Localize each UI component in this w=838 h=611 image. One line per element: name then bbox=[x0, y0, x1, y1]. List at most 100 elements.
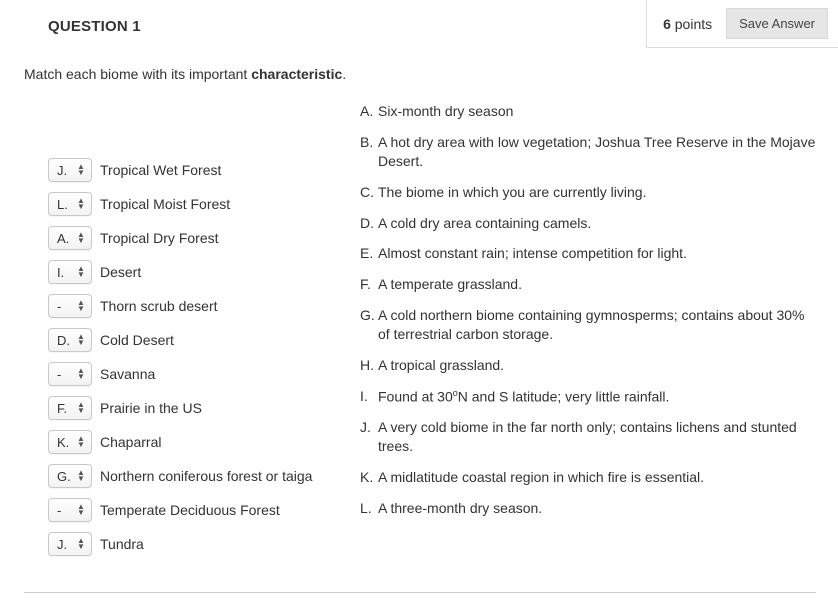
answer-row: D.A cold dry area containing camels. bbox=[360, 214, 816, 233]
select-arrows-icon: ▲▼ bbox=[77, 538, 85, 550]
answer-text: Almost constant rain; intense competitio… bbox=[378, 244, 816, 263]
answer-text: Six-month dry season bbox=[378, 102, 816, 121]
question-meta-box: 6 points Save Answer bbox=[646, 0, 838, 48]
match-item-label: Tropical Moist Forest bbox=[100, 196, 230, 212]
select-arrows-icon: ▲▼ bbox=[77, 266, 85, 278]
answer-row: C.The biome in which you are currently l… bbox=[360, 183, 816, 202]
match-select[interactable]: A. ▲▼ bbox=[48, 226, 92, 250]
save-answer-button[interactable]: Save Answer bbox=[726, 8, 828, 39]
match-item-label: Savanna bbox=[100, 366, 155, 382]
answer-letter: E. bbox=[360, 244, 378, 263]
match-select[interactable]: D. ▲▼ bbox=[48, 328, 92, 352]
match-select-value: - bbox=[57, 299, 71, 314]
match-item-label: Temperate Deciduous Forest bbox=[100, 502, 280, 518]
answer-row: H.A tropical grassland. bbox=[360, 356, 816, 375]
answer-letter: B. bbox=[360, 133, 378, 152]
match-row: J. ▲▼ Tundra bbox=[48, 532, 338, 556]
match-row: L. ▲▼ Tropical Moist Forest bbox=[48, 192, 338, 216]
answer-text: A temperate grassland. bbox=[378, 275, 816, 294]
match-select-value: J. bbox=[57, 163, 71, 178]
match-select[interactable]: G. ▲▼ bbox=[48, 464, 92, 488]
question-prompt: Match each biome with its important char… bbox=[24, 66, 816, 82]
match-row: J. ▲▼ Tropical Wet Forest bbox=[48, 158, 338, 182]
match-item-label: Prairie in the US bbox=[100, 400, 202, 416]
answer-letter: J. bbox=[360, 418, 378, 437]
match-select[interactable]: J. ▲▼ bbox=[48, 532, 92, 556]
match-select[interactable]: -▲▼ bbox=[48, 362, 92, 386]
answer-row: F.A temperate grassland. bbox=[360, 275, 816, 294]
answer-row: L.A three-month dry season. bbox=[360, 499, 816, 518]
answer-row: G.A cold northern biome containing gymno… bbox=[360, 306, 816, 344]
answer-text: Found at 30oN and S latitude; very littl… bbox=[378, 387, 816, 407]
match-row: -▲▼ Temperate Deciduous Forest bbox=[48, 498, 338, 522]
answer-row: B.A hot dry area with low vegetation; Jo… bbox=[360, 133, 816, 171]
match-select[interactable]: -▲▼ bbox=[48, 498, 92, 522]
match-item-label: Thorn scrub desert bbox=[100, 298, 218, 314]
match-row: -▲▼ Savanna bbox=[48, 362, 338, 386]
match-select-value: F. bbox=[57, 401, 71, 416]
select-arrows-icon: ▲▼ bbox=[77, 334, 85, 346]
select-arrows-icon: ▲▼ bbox=[77, 368, 85, 380]
answer-letter: L. bbox=[360, 499, 378, 518]
match-select[interactable]: F. ▲▼ bbox=[48, 396, 92, 420]
select-arrows-icon: ▲▼ bbox=[77, 164, 85, 176]
select-arrows-icon: ▲▼ bbox=[77, 300, 85, 312]
answer-row: E.Almost constant rain; intense competit… bbox=[360, 244, 816, 263]
match-select-value: D. bbox=[57, 333, 71, 348]
points-label: 6 points bbox=[663, 16, 712, 32]
match-item-label: Tundra bbox=[100, 536, 144, 552]
match-item-label: Tropical Wet Forest bbox=[100, 162, 221, 178]
match-select-value: A. bbox=[57, 231, 71, 246]
answer-row: A.Six-month dry season bbox=[360, 102, 816, 121]
answer-letter: I. bbox=[360, 387, 378, 406]
match-select-value: J. bbox=[57, 537, 71, 552]
match-select-value: - bbox=[57, 503, 71, 518]
select-arrows-icon: ▲▼ bbox=[77, 504, 85, 516]
match-row: G. ▲▼ Northern coniferous forest or taiga bbox=[48, 464, 338, 488]
match-select[interactable]: -▲▼ bbox=[48, 294, 92, 318]
match-select-value: L. bbox=[57, 197, 71, 212]
match-row: I. ▲▼ Desert bbox=[48, 260, 338, 284]
match-item-label: Northern coniferous forest or taiga bbox=[100, 468, 312, 484]
match-select-value: - bbox=[57, 367, 71, 382]
answer-row: I.Found at 30oN and S latitude; very lit… bbox=[360, 387, 816, 407]
match-select-value: G. bbox=[57, 469, 71, 484]
match-select[interactable]: K. ▲▼ bbox=[48, 430, 92, 454]
match-row: -▲▼ Thorn scrub desert bbox=[48, 294, 338, 318]
answer-letter: C. bbox=[360, 183, 378, 202]
match-select-value: I. bbox=[57, 265, 71, 280]
answer-letter: A. bbox=[360, 102, 378, 121]
match-select[interactable]: L. ▲▼ bbox=[48, 192, 92, 216]
answer-text: A very cold biome in the far north only;… bbox=[378, 418, 816, 456]
match-item-label: Chaparral bbox=[100, 434, 161, 450]
answer-text: The biome in which you are currently liv… bbox=[378, 183, 816, 202]
answer-text: A tropical grassland. bbox=[378, 356, 816, 375]
answer-letter: D. bbox=[360, 214, 378, 233]
answer-text: A cold dry area containing camels. bbox=[378, 214, 816, 233]
question-title: QUESTION 1 bbox=[48, 18, 141, 35]
answer-text: A midlatitude coastal region in which fi… bbox=[378, 468, 816, 487]
select-arrows-icon: ▲▼ bbox=[77, 470, 85, 482]
select-arrows-icon: ▲▼ bbox=[77, 198, 85, 210]
select-arrows-icon: ▲▼ bbox=[77, 436, 85, 448]
answer-text: A hot dry area with low vegetation; Josh… bbox=[378, 133, 816, 171]
match-row: D. ▲▼ Cold Desert bbox=[48, 328, 338, 352]
answer-text: A cold northern biome containing gymnosp… bbox=[378, 306, 816, 344]
answer-letter: H. bbox=[360, 356, 378, 375]
select-arrows-icon: ▲▼ bbox=[77, 402, 85, 414]
answer-letter: K. bbox=[360, 468, 378, 487]
match-item-label: Cold Desert bbox=[100, 332, 174, 348]
answer-letter: F. bbox=[360, 275, 378, 294]
match-select-value: K. bbox=[57, 435, 71, 450]
answer-row: K.A midlatitude coastal region in which … bbox=[360, 468, 816, 487]
answer-letter: G. bbox=[360, 306, 378, 325]
match-select[interactable]: J. ▲▼ bbox=[48, 158, 92, 182]
match-item-label: Desert bbox=[100, 264, 141, 280]
match-select[interactable]: I. ▲▼ bbox=[48, 260, 92, 284]
match-row: K. ▲▼ Chaparral bbox=[48, 430, 338, 454]
answer-row: J.A very cold biome in the far north onl… bbox=[360, 418, 816, 456]
match-item-label: Tropical Dry Forest bbox=[100, 230, 219, 246]
select-arrows-icon: ▲▼ bbox=[77, 232, 85, 244]
match-row: A. ▲▼ Tropical Dry Forest bbox=[48, 226, 338, 250]
match-row: F. ▲▼ Prairie in the US bbox=[48, 396, 338, 420]
